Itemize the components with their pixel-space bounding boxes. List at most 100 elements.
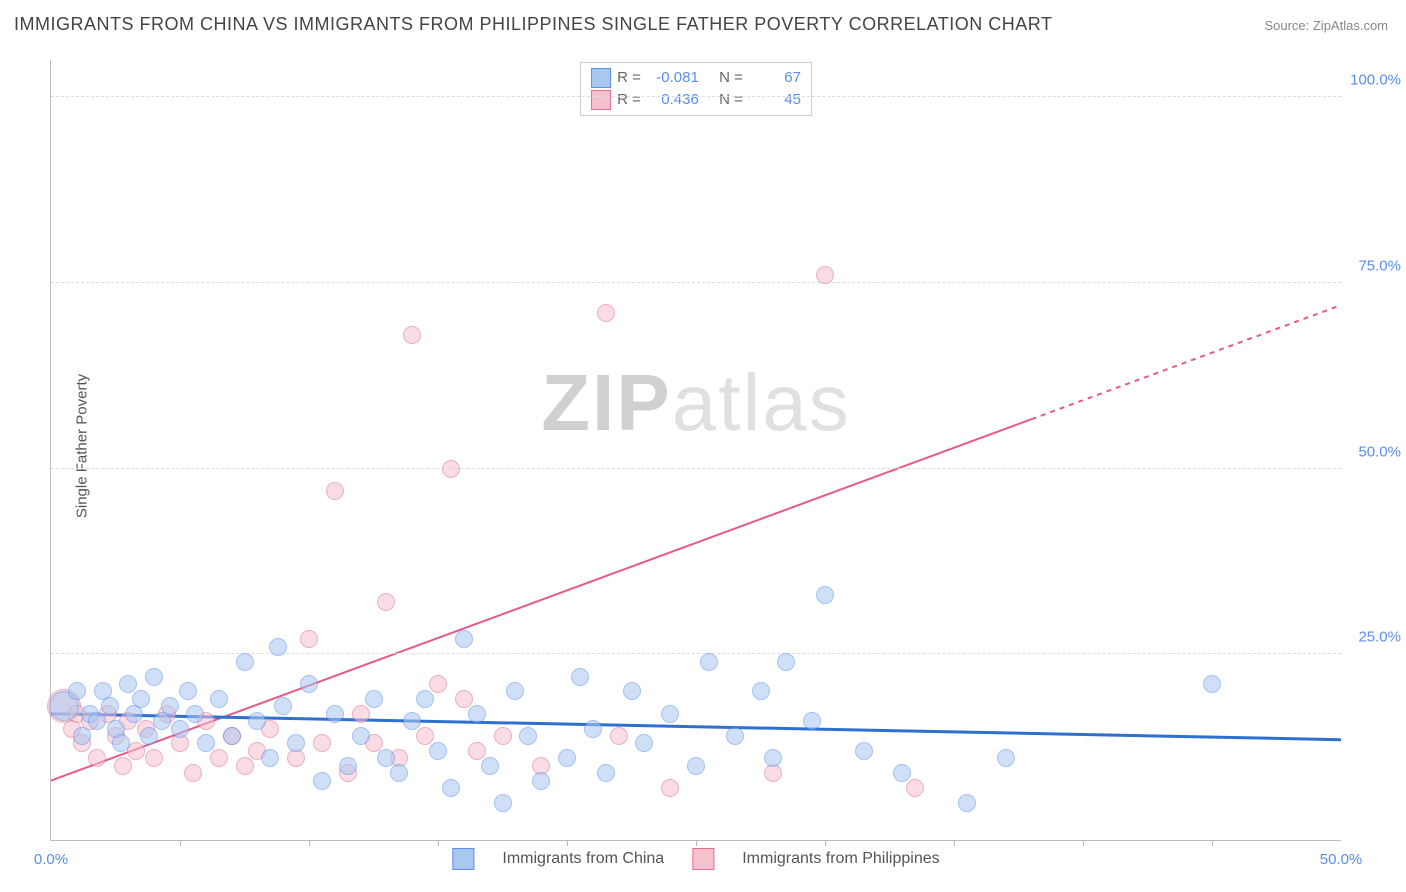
point-series-a xyxy=(661,705,679,723)
point-series-a xyxy=(236,653,254,671)
n-value-b: 45 xyxy=(749,89,801,111)
n-label: N = xyxy=(719,89,743,111)
point-series-a xyxy=(416,690,434,708)
point-series-a xyxy=(313,772,331,790)
gridline xyxy=(51,282,1341,283)
r-label: R = xyxy=(617,67,641,89)
point-series-a xyxy=(700,653,718,671)
point-series-b xyxy=(236,757,254,775)
point-series-a xyxy=(597,764,615,782)
legend-label-b: Immigrants from Philippines xyxy=(742,850,939,868)
point-series-a xyxy=(161,697,179,715)
point-series-a xyxy=(223,727,241,745)
stats-row-b: R = 0.436 N = 45 xyxy=(591,89,801,111)
point-series-a xyxy=(584,720,602,738)
point-series-a xyxy=(171,720,189,738)
point-series-a xyxy=(958,794,976,812)
point-series-a xyxy=(274,697,292,715)
point-series-a xyxy=(300,675,318,693)
point-series-a xyxy=(352,727,370,745)
point-series-a xyxy=(494,794,512,812)
point-series-a xyxy=(197,734,215,752)
point-series-b xyxy=(816,266,834,284)
point-series-a xyxy=(261,749,279,767)
r-label: R = xyxy=(617,89,641,111)
n-label: N = xyxy=(719,67,743,89)
y-tick-label: 100.0% xyxy=(1350,72,1401,89)
point-series-a xyxy=(468,705,486,723)
point-series-a xyxy=(752,682,770,700)
chart-title: IMMIGRANTS FROM CHINA VS IMMIGRANTS FROM… xyxy=(14,14,1052,35)
point-series-b xyxy=(455,690,473,708)
point-series-a xyxy=(287,734,305,752)
x-tick xyxy=(180,840,181,846)
point-series-a xyxy=(506,682,524,700)
point-series-a xyxy=(764,749,782,767)
x-tick xyxy=(1083,840,1084,846)
point-series-b xyxy=(494,727,512,745)
watermark-bold: ZIP xyxy=(541,358,671,447)
point-series-a xyxy=(855,742,873,760)
y-tick-label: 25.0% xyxy=(1358,629,1401,646)
point-series-a xyxy=(997,749,1015,767)
point-series-a xyxy=(132,690,150,708)
point-series-a xyxy=(68,682,86,700)
point-series-b xyxy=(429,675,447,693)
point-series-a xyxy=(1203,675,1221,693)
r-value-a: -0.081 xyxy=(647,67,699,89)
point-series-a xyxy=(186,705,204,723)
point-series-b xyxy=(597,304,615,322)
point-series-a xyxy=(88,712,106,730)
point-series-a xyxy=(816,586,834,604)
point-series-a xyxy=(532,772,550,790)
point-series-a xyxy=(112,734,130,752)
point-series-a xyxy=(140,727,158,745)
point-series-a xyxy=(558,749,576,767)
point-series-a xyxy=(326,705,344,723)
point-series-b xyxy=(442,460,460,478)
point-series-a xyxy=(455,630,473,648)
x-tick xyxy=(954,840,955,846)
stats-row-a: R = -0.081 N = 67 xyxy=(591,67,801,89)
swatch-series-a-icon xyxy=(452,848,474,870)
point-series-a xyxy=(481,757,499,775)
point-series-b xyxy=(661,779,679,797)
point-series-a xyxy=(893,764,911,782)
point-series-a xyxy=(571,668,589,686)
point-series-a xyxy=(442,779,460,797)
gridline xyxy=(51,468,1341,469)
point-series-b xyxy=(114,757,132,775)
x-tick xyxy=(1212,840,1213,846)
x-tick xyxy=(696,840,697,846)
x-tick xyxy=(309,840,310,846)
plot-area: ZIPatlas R = -0.081 N = 67 R = 0.436 N =… xyxy=(50,60,1341,841)
point-series-b xyxy=(313,734,331,752)
r-value-b: 0.436 xyxy=(647,89,699,111)
point-series-a xyxy=(623,682,641,700)
point-series-a xyxy=(519,727,537,745)
point-series-a xyxy=(248,712,266,730)
swatch-series-a-icon xyxy=(591,68,611,88)
point-series-a xyxy=(390,764,408,782)
point-series-b xyxy=(416,727,434,745)
point-series-b xyxy=(300,630,318,648)
n-value-a: 67 xyxy=(749,67,801,89)
point-series-b xyxy=(403,326,421,344)
point-series-a xyxy=(101,697,119,715)
point-series-a xyxy=(777,653,795,671)
point-series-b xyxy=(352,705,370,723)
point-series-a xyxy=(687,757,705,775)
point-series-b xyxy=(610,727,628,745)
x-tick xyxy=(567,840,568,846)
legend-label-a: Immigrants from China xyxy=(502,850,664,868)
point-series-b xyxy=(145,749,163,767)
watermark: ZIPatlas xyxy=(541,357,850,449)
point-series-a xyxy=(210,690,228,708)
point-series-b xyxy=(184,764,202,782)
point-series-b xyxy=(906,779,924,797)
point-series-b xyxy=(88,749,106,767)
x-tick xyxy=(825,840,826,846)
series-legend: Immigrants from China Immigrants from Ph… xyxy=(452,848,939,870)
y-tick-label: 50.0% xyxy=(1358,443,1401,460)
point-series-a xyxy=(429,742,447,760)
